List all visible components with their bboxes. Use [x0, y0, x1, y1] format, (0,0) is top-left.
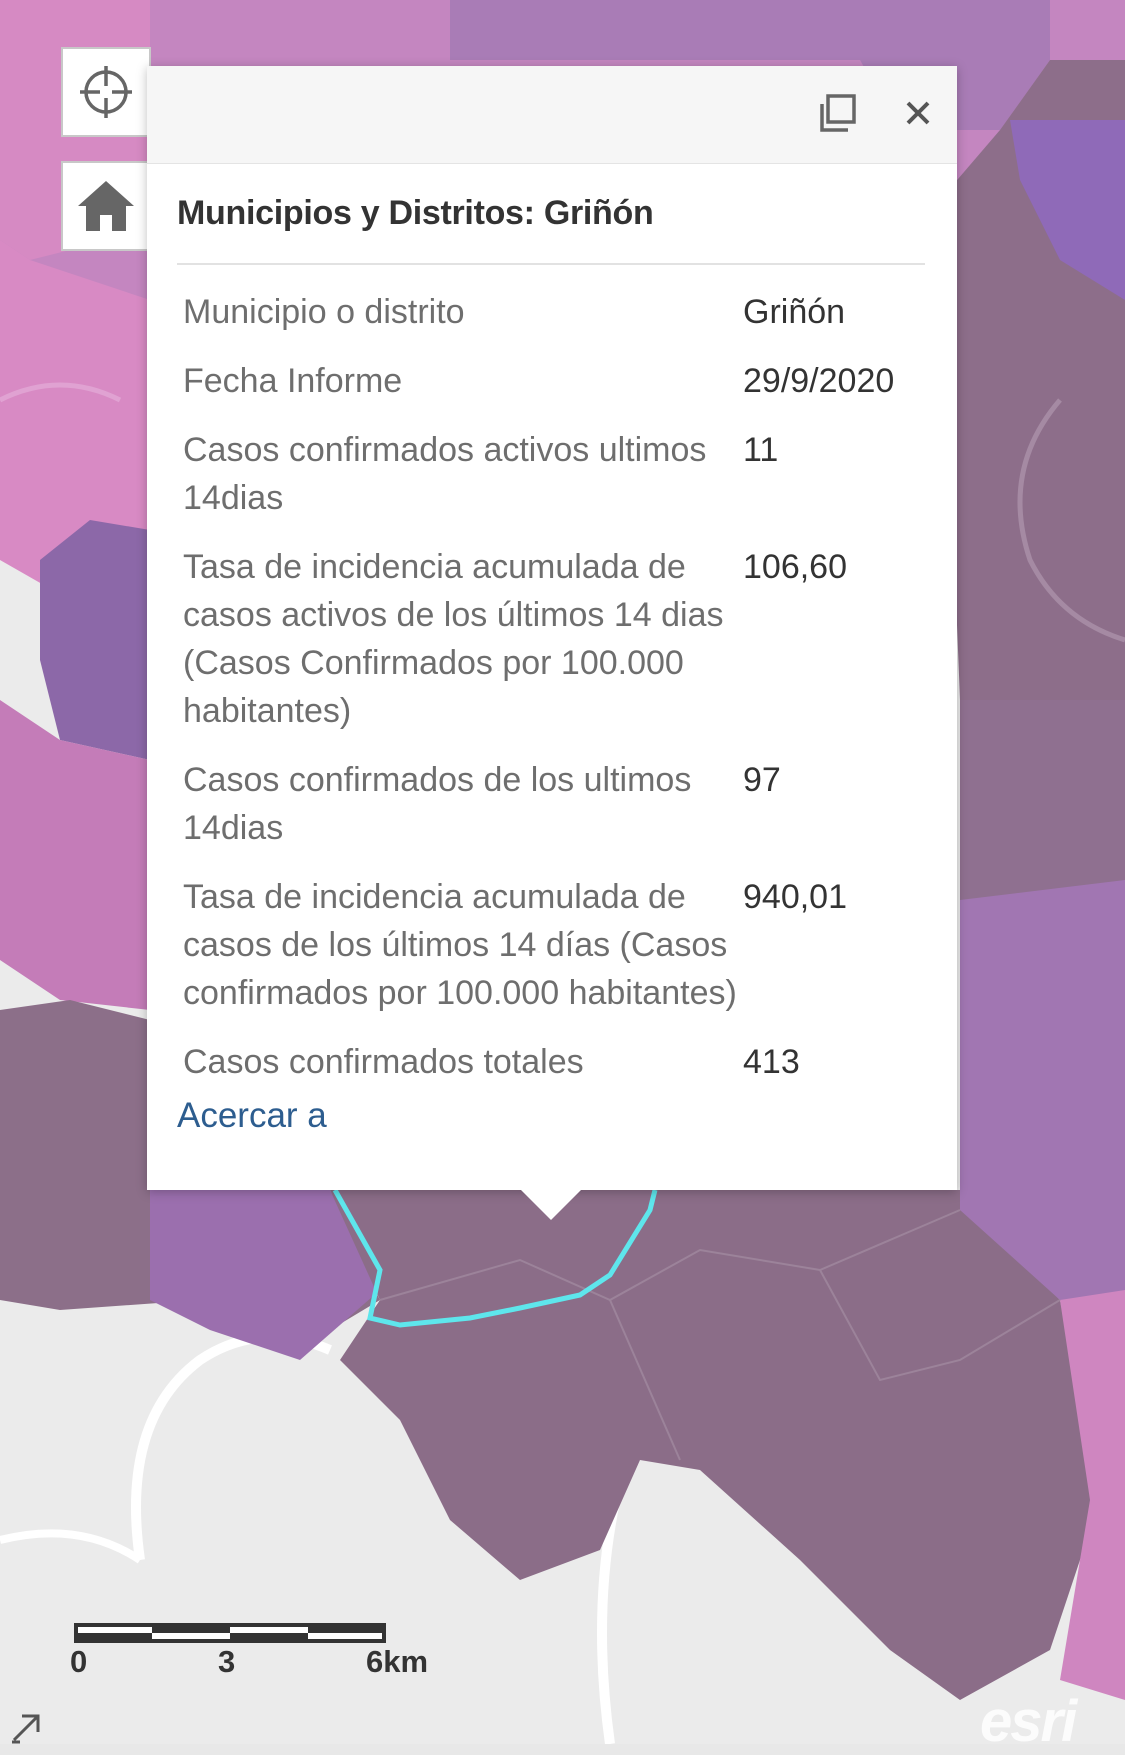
- region-purple-right-low[interactable]: [960, 880, 1125, 1330]
- popup-pointer: [520, 1189, 582, 1220]
- attribute-value: 106,60: [743, 548, 847, 586]
- attribute-row: Municipio o distrito Griñón: [183, 288, 943, 336]
- attribute-value: 413: [743, 1043, 800, 1081]
- attribute-row: Casos confirmados totales 413: [183, 1038, 943, 1086]
- attribute-row: Casos confirmados activos ultimos 14dias…: [183, 426, 943, 522]
- region-violet-right[interactable]: [1010, 120, 1125, 300]
- home-icon: [78, 181, 134, 231]
- attribute-value: 11: [743, 431, 779, 469]
- title-divider: [177, 263, 925, 265]
- locate-button[interactable]: [61, 47, 151, 137]
- attribute-label: Fecha Informe: [183, 362, 403, 400]
- attribute-row: Tasa de incidencia acumulada de casos de…: [183, 873, 943, 1017]
- attribute-label: Municipio o distrito: [183, 293, 465, 331]
- attribute-label: Tasa de incidencia acumulada de casos de…: [183, 878, 737, 1012]
- selected-municipality-outline: [332, 1188, 658, 1328]
- locate-crosshair-icon: [80, 66, 132, 118]
- feature-popup: Municipios y Distritos: Griñón Municipio…: [147, 66, 957, 1190]
- attribute-table: Municipio o distrito Griñón Fecha Inform…: [183, 288, 943, 1107]
- zoom-to-link[interactable]: Acercar a: [177, 1096, 333, 1136]
- attribute-value: 97: [743, 761, 781, 799]
- expand-arrow-icon[interactable]: [8, 1708, 48, 1744]
- attribute-value: 940,01: [743, 878, 847, 916]
- attribute-label: Casos confirmados de los ultimos 14dias: [183, 761, 692, 847]
- region-pink-left-low[interactable]: [0, 700, 150, 1010]
- attribute-label: Casos confirmados activos ultimos 14dias: [183, 431, 707, 517]
- attribute-row: Fecha Informe 29/9/2020: [183, 357, 943, 405]
- maximize-icon: [820, 94, 856, 132]
- attribute-value: 29/9/2020: [743, 362, 895, 400]
- region-purple-left[interactable]: [40, 520, 150, 760]
- attribute-row: Casos confirmados de los ultimos 14dias …: [183, 756, 943, 852]
- scale-label-6km: 6km: [366, 1644, 429, 1679]
- attribute-label: Tasa de incidencia acumulada de casos ac…: [183, 548, 724, 730]
- popup-title: Municipios y Distritos: Griñón: [177, 194, 654, 232]
- region-pink-left-mid[interactable]: [0, 240, 150, 600]
- region-pink-right-edge[interactable]: [1060, 1290, 1125, 1700]
- home-button[interactable]: [61, 161, 151, 251]
- scale-label-3: 3: [218, 1644, 236, 1679]
- attribute-value: Griñón: [743, 293, 846, 331]
- maximize-button[interactable]: [813, 88, 863, 138]
- scale-bar: [74, 1623, 386, 1643]
- popup-header: [147, 66, 957, 164]
- scale-label-0: 0: [70, 1644, 88, 1679]
- region-purple-south-west[interactable]: [150, 1190, 380, 1360]
- esri-logo: esri: [980, 1689, 1077, 1754]
- popup-body: Municipios y Distritos: Griñón Municipio…: [147, 164, 957, 1190]
- close-icon: [906, 101, 930, 125]
- attribute-row: Tasa de incidencia acumulada de casos ac…: [183, 543, 943, 735]
- attribute-label: Casos confirmados totales: [183, 1043, 584, 1081]
- region-dark-centre-south[interactable]: [330, 1190, 1100, 1700]
- close-button[interactable]: [893, 88, 943, 138]
